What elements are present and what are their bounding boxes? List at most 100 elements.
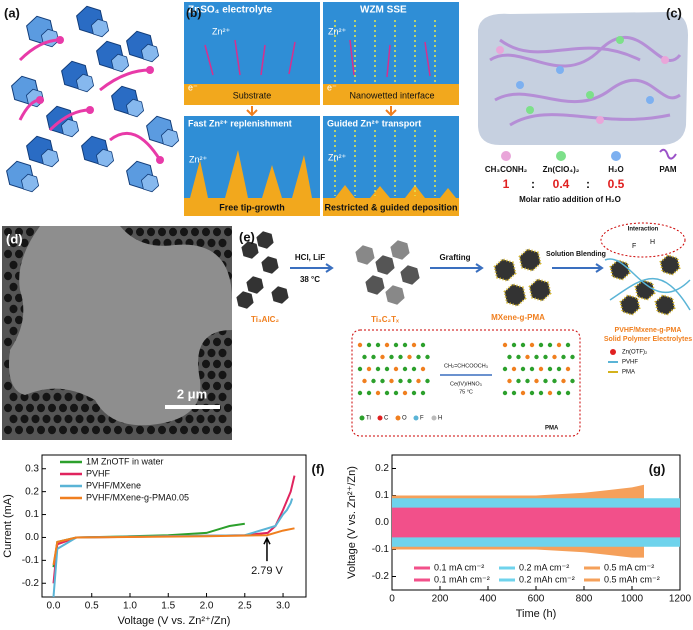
atom: [384, 342, 390, 348]
panel-label: (b): [186, 6, 201, 20]
atom: [565, 366, 571, 372]
atom-name: C: [384, 416, 389, 422]
pore: [202, 425, 210, 435]
atom: [520, 366, 526, 372]
ion-label: Zn²⁺: [189, 154, 208, 164]
product: PVHF/Mxene-g-PMA: [615, 327, 682, 334]
atom: [525, 354, 530, 360]
atom: [538, 366, 544, 372]
molecule: [586, 91, 594, 99]
pma-label: PMA: [545, 426, 559, 432]
pore: [64, 392, 73, 402]
interface-label: Nanowetted interface: [349, 90, 434, 100]
pore: [4, 425, 12, 435]
pore: [103, 425, 111, 435]
polymer-chain: [489, 35, 682, 127]
flake: [256, 231, 274, 249]
substrate: [184, 84, 320, 105]
atom: [402, 390, 408, 396]
reagent: 75 °C: [459, 389, 473, 395]
legend-text: 0.5 mA cm⁻²: [604, 562, 654, 572]
pore: [224, 425, 232, 435]
flake: [390, 240, 410, 260]
lattice: [357, 342, 575, 396]
pore: [224, 403, 232, 413]
atom: [543, 378, 548, 384]
x-tick-label: 1200: [669, 594, 692, 605]
pore: [202, 359, 210, 369]
atom: [420, 366, 426, 372]
x-tick-label: 600: [528, 594, 545, 605]
membrane: [9, 226, 232, 426]
atom: [565, 390, 571, 396]
atom: [389, 378, 394, 384]
panel-label: (g): [649, 461, 666, 476]
pore: [9, 304, 18, 314]
legend-text: 0.2 mA cm⁻²: [519, 562, 569, 572]
x-tick-label: 0: [389, 594, 395, 605]
y-axis-label: Voltage (V vs. Zn²⁺/Zn): [346, 466, 358, 579]
legend-text: PVHF/MXene: [86, 480, 141, 490]
network: [334, 20, 436, 196]
pore: [15, 403, 23, 413]
pore: [4, 249, 12, 259]
pore: [9, 260, 18, 270]
pore: [53, 392, 62, 402]
y-tick-label: 0.0: [375, 517, 389, 528]
atom: [366, 342, 372, 348]
pore: [218, 238, 227, 248]
pore: [31, 392, 40, 402]
atom: [561, 378, 566, 384]
pore: [213, 359, 221, 369]
flake: [261, 256, 279, 274]
atom: [511, 366, 517, 372]
pore: [15, 293, 23, 303]
pore: [59, 403, 67, 413]
legend-text: PVHF: [86, 468, 111, 478]
annotation: 2.79 V: [251, 565, 283, 577]
grafted-flake: [503, 283, 527, 307]
panel-label: (a): [4, 5, 20, 20]
atom-label: F: [632, 243, 636, 250]
molecule: [616, 36, 624, 44]
pore: [147, 425, 155, 435]
pore: [114, 425, 122, 435]
atom: [516, 354, 521, 360]
ratio: 0.5: [608, 177, 625, 191]
pink-arc: [109, 131, 162, 161]
pore: [218, 392, 227, 402]
x-axis-label: Time (h): [516, 608, 557, 620]
y-tick-label: 0.3: [25, 463, 39, 474]
atom: [416, 354, 421, 360]
atom: [416, 378, 421, 384]
atom-name: F: [420, 416, 424, 422]
atom: [507, 378, 512, 384]
panel-label: (c): [666, 5, 682, 20]
panel-e: HCl, LiF 38 °C Grafting Solution Blendin…: [236, 222, 692, 437]
polyhedron: [90, 18, 110, 38]
step: 38 °C: [300, 275, 320, 284]
series-line: [52, 527, 295, 566]
atom: [565, 342, 571, 348]
atom: [529, 366, 535, 372]
pore: [20, 238, 29, 248]
atom: [407, 378, 412, 384]
legend-icon: [395, 415, 401, 421]
ion-label: Zn²⁺: [328, 26, 347, 36]
y-tick-label: -0.2: [372, 571, 390, 582]
atom: [502, 342, 508, 348]
pink-arc: [99, 68, 151, 92]
x-tick-label: 1.0: [123, 601, 137, 612]
legend-text: PVHF/MXene-g-PMA0.05: [86, 492, 189, 502]
pore: [207, 238, 216, 248]
pink-dot: [146, 66, 154, 74]
atom-label: H: [650, 239, 655, 246]
pore: [213, 227, 221, 237]
pink-dot: [156, 156, 164, 164]
atom: [371, 354, 376, 360]
polyhedron: [140, 173, 160, 193]
molecule: [526, 106, 534, 114]
legend-text: 0.1 mA cm⁻²: [434, 562, 484, 572]
pore: [218, 348, 227, 358]
ratio: 0.4: [553, 177, 570, 191]
